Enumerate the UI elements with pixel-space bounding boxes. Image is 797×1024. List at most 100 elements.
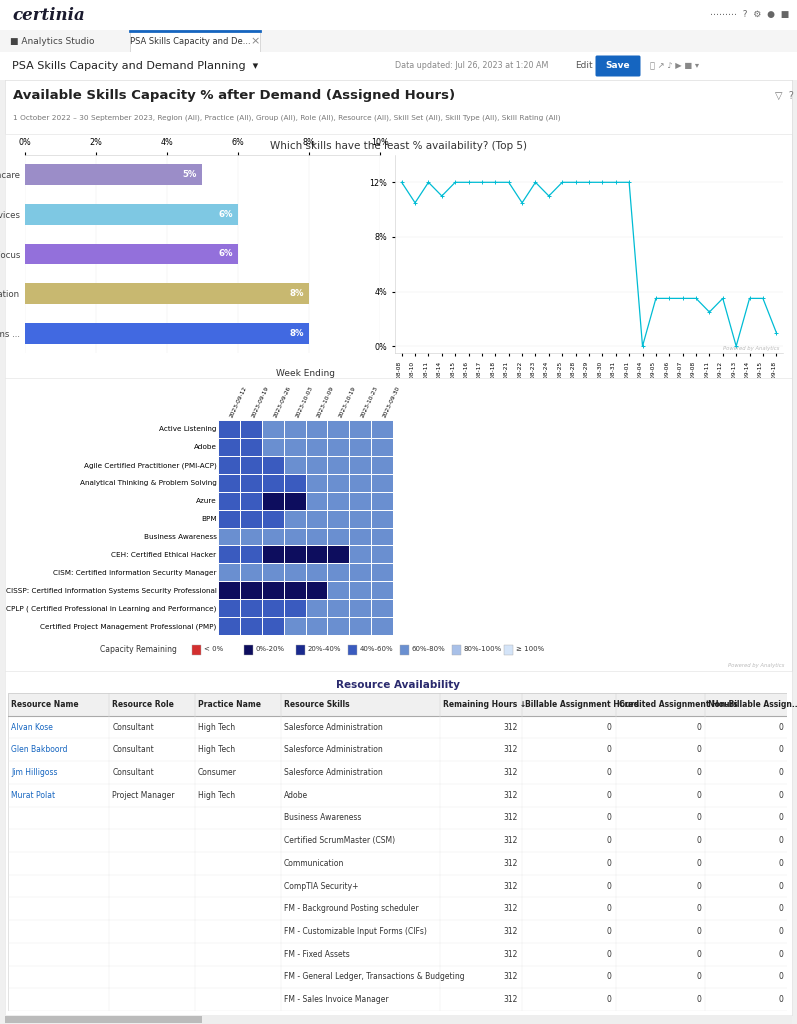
Bar	[261, 546, 284, 563]
Bar	[261, 510, 284, 527]
Bar	[261, 474, 284, 492]
Bar	[305, 599, 328, 617]
Text: Data updated: Jul 26, 2023 at 1:20 AM: Data updated: Jul 26, 2023 at 1:20 AM	[395, 61, 548, 71]
Text: 40%-60%: 40%-60%	[360, 646, 394, 652]
Text: 0: 0	[697, 995, 701, 1005]
Text: 312: 312	[504, 904, 518, 913]
Bar	[218, 510, 240, 527]
Bar	[284, 510, 305, 527]
Bar	[349, 546, 371, 563]
Text: ▽  ?: ▽ ?	[775, 91, 794, 101]
Bar	[349, 420, 371, 438]
Text: Resource Skills: Resource Skills	[284, 699, 349, 709]
Text: Certified ScrumMaster (CSM): Certified ScrumMaster (CSM)	[284, 837, 395, 845]
Bar	[240, 617, 261, 635]
Text: Glen Bakboord: Glen Bakboord	[11, 745, 68, 755]
Bar	[284, 546, 305, 563]
Bar	[371, 474, 393, 492]
Text: Resource Role: Resource Role	[112, 699, 175, 709]
Bar	[305, 546, 328, 563]
Text: FM - General Ledger, Transactions & Budgeting: FM - General Ledger, Transactions & Budg…	[284, 973, 465, 981]
Text: 0: 0	[778, 791, 783, 800]
Text: 0: 0	[607, 949, 612, 958]
Text: Murat Polat: Murat Polat	[11, 791, 55, 800]
Text: 0: 0	[697, 791, 701, 800]
Bar	[284, 599, 305, 617]
Text: 0: 0	[607, 927, 612, 936]
Bar	[240, 438, 261, 456]
Bar	[284, 563, 305, 582]
Text: Business Awareness: Business Awareness	[284, 813, 361, 822]
Text: Salesforce Administration: Salesforce Administration	[284, 768, 383, 777]
Text: 0: 0	[697, 723, 701, 731]
Bar	[240, 492, 261, 510]
Text: 0: 0	[607, 882, 612, 891]
Bar	[328, 582, 349, 599]
Bar	[218, 546, 240, 563]
Bar	[328, 599, 349, 617]
Bar	[5, 1016, 202, 1023]
Bar	[296, 645, 305, 655]
Bar	[349, 456, 371, 474]
Text: Consultant: Consultant	[112, 745, 154, 755]
Bar	[25, 204, 238, 224]
Text: 8%: 8%	[289, 329, 304, 338]
Text: 60%-80%: 60%-80%	[412, 646, 446, 652]
Text: 312: 312	[504, 973, 518, 981]
Text: High Tech: High Tech	[198, 745, 235, 755]
Text: Project Manager: Project Manager	[112, 791, 175, 800]
Text: 0: 0	[607, 791, 612, 800]
Bar	[305, 492, 328, 510]
Bar	[261, 456, 284, 474]
Bar	[371, 492, 393, 510]
Text: Save: Save	[606, 61, 630, 71]
Bar	[328, 438, 349, 456]
Bar	[328, 420, 349, 438]
Bar	[218, 582, 240, 599]
Text: 80%-100%: 80%-100%	[464, 646, 502, 652]
Bar	[305, 438, 328, 456]
Text: Practice Name: Practice Name	[198, 699, 261, 709]
Text: 312: 312	[504, 768, 518, 777]
Bar	[349, 510, 371, 527]
Bar	[348, 645, 357, 655]
Text: Capacity Remaining: Capacity Remaining	[100, 644, 177, 653]
Bar	[284, 582, 305, 599]
Text: High Tech: High Tech	[198, 791, 235, 800]
Bar	[8, 874, 787, 897]
Text: Billable Assignment Hours: Billable Assignment Hours	[525, 699, 639, 709]
Text: Consultant: Consultant	[112, 723, 154, 731]
Bar	[328, 474, 349, 492]
Bar	[305, 420, 328, 438]
Bar	[371, 617, 393, 635]
Text: 312: 312	[504, 791, 518, 800]
Bar	[261, 563, 284, 582]
Text: 1 October 2022 – 30 September 2023, Region (All), Practice (All), Group (All), R: 1 October 2022 – 30 September 2023, Regi…	[13, 115, 560, 121]
Text: 0: 0	[607, 973, 612, 981]
Bar	[240, 563, 261, 582]
Bar	[8, 988, 787, 1011]
Text: 312: 312	[504, 813, 518, 822]
Text: certinia: certinia	[12, 6, 84, 24]
Text: Which skills have the least % availability? (Top 5): Which skills have the least % availabili…	[270, 141, 527, 152]
Bar	[218, 438, 240, 456]
Text: CompTIA Security+: CompTIA Security+	[284, 882, 359, 891]
Bar	[240, 510, 261, 527]
Bar	[349, 492, 371, 510]
Text: ⛶ ↗ ♪ ▶ ■ ▾: ⛶ ↗ ♪ ▶ ■ ▾	[650, 61, 699, 71]
Bar	[25, 164, 202, 184]
Bar	[8, 943, 787, 966]
Text: 0: 0	[607, 904, 612, 913]
Bar	[305, 582, 328, 599]
Bar	[8, 921, 787, 943]
Text: 312: 312	[504, 882, 518, 891]
Bar	[328, 617, 349, 635]
Bar	[240, 599, 261, 617]
Text: 8%: 8%	[289, 290, 304, 298]
Text: Salesforce Administration: Salesforce Administration	[284, 745, 383, 755]
Text: Resource Name: Resource Name	[11, 699, 79, 709]
Bar	[305, 456, 328, 474]
Text: ×: ×	[250, 36, 260, 46]
Bar	[371, 420, 393, 438]
Text: ■ Analytics Studio: ■ Analytics Studio	[10, 37, 95, 45]
